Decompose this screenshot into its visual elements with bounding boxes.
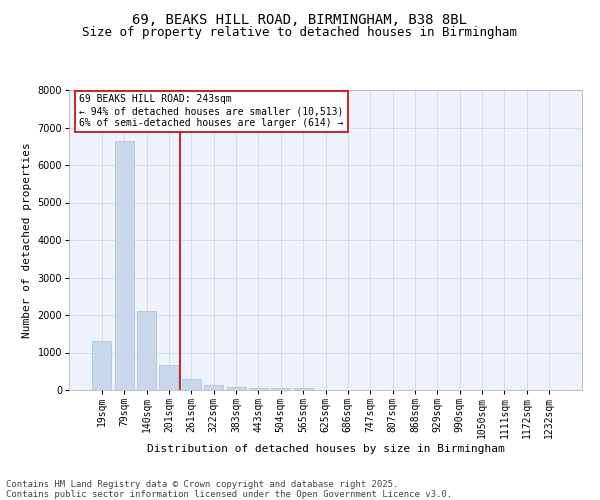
Bar: [160, 364, 178, 390]
Text: Contains HM Land Registry data © Crown copyright and database right 2025.
Contai: Contains HM Land Registry data © Crown c…: [6, 480, 452, 499]
Bar: [227, 387, 245, 390]
Y-axis label: Number of detached properties: Number of detached properties: [22, 142, 32, 338]
Bar: [92, 340, 112, 390]
X-axis label: Distribution of detached houses by size in Birmingham: Distribution of detached houses by size …: [146, 444, 505, 454]
Bar: [182, 379, 201, 390]
Bar: [115, 141, 134, 390]
Bar: [249, 388, 268, 390]
Text: Size of property relative to detached houses in Birmingham: Size of property relative to detached ho…: [83, 26, 517, 39]
Text: 69 BEAKS HILL ROAD: 243sqm
← 94% of detached houses are smaller (10,513)
6% of s: 69 BEAKS HILL ROAD: 243sqm ← 94% of deta…: [79, 94, 344, 128]
Bar: [271, 388, 290, 390]
Bar: [137, 311, 156, 390]
Bar: [204, 385, 223, 390]
Text: 69, BEAKS HILL ROAD, BIRMINGHAM, B38 8BL: 69, BEAKS HILL ROAD, BIRMINGHAM, B38 8BL: [133, 12, 467, 26]
Bar: [293, 388, 313, 390]
